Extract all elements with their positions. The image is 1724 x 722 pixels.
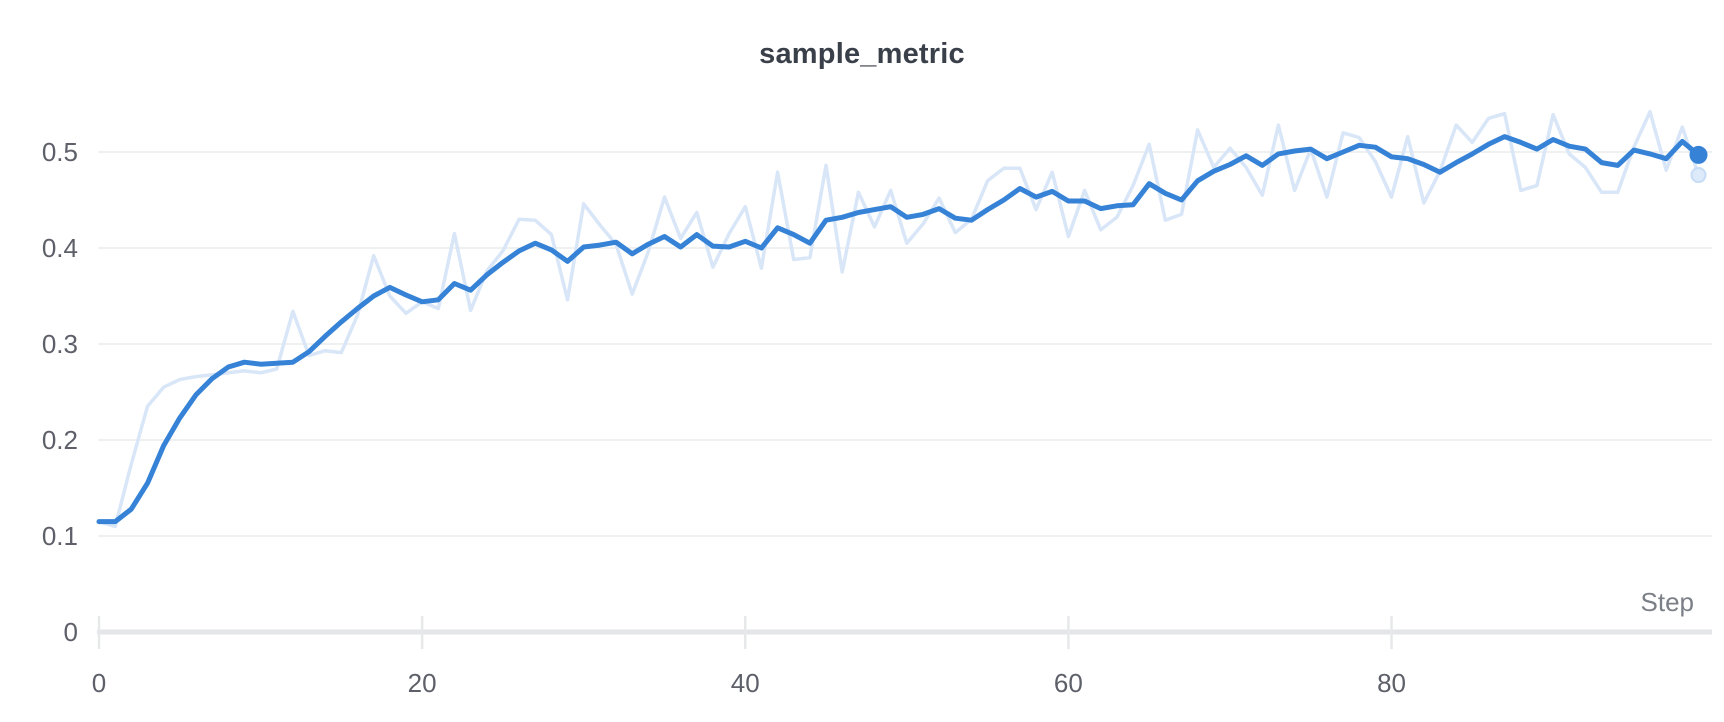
series-layer xyxy=(96,109,1708,529)
x-tick-label: 0 xyxy=(92,668,106,698)
grid-layer xyxy=(97,151,1712,649)
raw-line xyxy=(97,109,1701,529)
y-tick-label: 0.5 xyxy=(42,137,78,167)
x-tick-label: 20 xyxy=(408,668,437,698)
x-tick-label: 40 xyxy=(731,668,760,698)
x-tick-label: 80 xyxy=(1377,668,1406,698)
end-point-marker[interactable] xyxy=(1689,145,1708,164)
y-tick-label: 0.2 xyxy=(42,425,78,455)
smoothed-line xyxy=(96,134,1701,525)
y-tick-label: 0 xyxy=(64,617,78,647)
chart-title: sample_metric xyxy=(759,38,965,70)
y-tick-label: 0.1 xyxy=(42,521,78,551)
x-axis-title: Step xyxy=(1641,587,1695,617)
x-tick-label: 60 xyxy=(1054,668,1083,698)
y-tick-label: 0.4 xyxy=(42,233,78,263)
y-tick-label: 0.3 xyxy=(42,329,78,359)
raw-end-marker xyxy=(1690,167,1707,184)
label-layer: 0 0.1 0.2 0.3 0.4 0.5 0 20 40 60 80 xyxy=(42,137,1406,698)
